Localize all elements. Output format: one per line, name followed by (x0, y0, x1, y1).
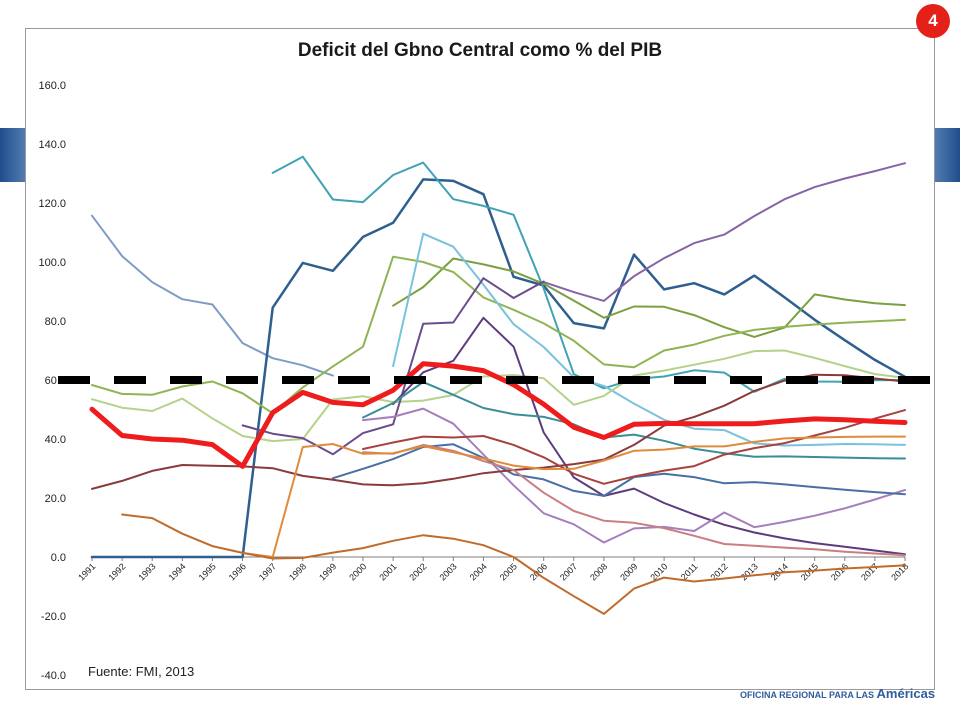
series-lines (89, 155, 908, 615)
x-tick-label: 1993 (136, 561, 157, 582)
x-axis-ticks: 1991 1992 1993 1994 1995 1996 1997 1998 1999 2000… (76, 557, 910, 583)
series-line-19 (89, 361, 908, 469)
series-line-17 (241, 435, 906, 558)
y-tick-label: 100.0 (38, 257, 66, 269)
series-line-10 (392, 316, 906, 556)
x-tick-label: 1991 (76, 561, 97, 582)
slide-number-badge: 4 (916, 4, 950, 38)
x-tick-label: 1997 (257, 561, 278, 582)
source-note: Fuente: FMI, 2013 (88, 664, 194, 679)
y-tick-label: 120.0 (38, 198, 66, 210)
y-tick-label: 140.0 (38, 139, 66, 151)
y-tick-label: 0.0 (51, 552, 66, 564)
series-line-7 (392, 232, 906, 447)
logo-small-text: OFICINA REGIONAL PARA LAS (740, 690, 875, 700)
series-line-13 (362, 381, 906, 460)
y-tick-label: -20.0 (41, 611, 66, 623)
x-tick-label: 2001 (377, 561, 398, 582)
y-tick-label: 20.0 (45, 493, 66, 505)
series-line-2 (90, 178, 907, 559)
series-line-6 (91, 255, 906, 415)
series-line-8 (91, 349, 906, 443)
series-line-15 (362, 409, 906, 485)
series-line-11 (362, 407, 906, 544)
x-tick-label: 2016 (829, 561, 850, 582)
series-line-5 (392, 257, 906, 338)
x-tick-label: 1999 (317, 561, 338, 582)
series-line-16 (362, 443, 906, 557)
x-tick-label: 1996 (227, 561, 248, 582)
chart-title: Deficit del Gbno Central como % del PIB (297, 40, 663, 61)
x-tick-label: 2013 (739, 561, 760, 582)
series-line-1 (91, 214, 334, 377)
y-tick-label: 160.0 (38, 80, 66, 92)
series-line-18 (121, 513, 906, 615)
x-tick-label: 2000 (347, 561, 368, 582)
x-tick-label: 1992 (106, 561, 127, 582)
x-tick-label: 2002 (407, 561, 428, 582)
series-line-4 (542, 162, 906, 302)
x-tick-label: 1998 (287, 561, 308, 582)
x-tick-label: 2009 (618, 561, 639, 582)
y-tick-label: 80.0 (45, 316, 66, 328)
x-tick-label: 2004 (468, 561, 489, 582)
x-tick-label: 2005 (498, 561, 519, 582)
series-line-9 (241, 277, 545, 456)
x-tick-label: 2018 (889, 561, 910, 582)
y-tick-label: -40.0 (41, 670, 66, 682)
chart-frame (25, 28, 935, 690)
x-tick-label: 1994 (167, 561, 188, 582)
x-tick-label: 2007 (558, 561, 579, 582)
logo-big-text: Américas (876, 686, 936, 701)
x-tick-label: 2008 (588, 561, 609, 582)
x-tick-label: 2017 (859, 561, 880, 582)
x-tick-label: 1995 (197, 561, 218, 582)
series-line-14 (91, 373, 906, 490)
footer-logo: OFICINA REGIONAL PARA LAS Américas (740, 686, 935, 701)
x-tick-label: 2003 (438, 561, 459, 582)
y-tick-label: 40.0 (45, 434, 66, 446)
